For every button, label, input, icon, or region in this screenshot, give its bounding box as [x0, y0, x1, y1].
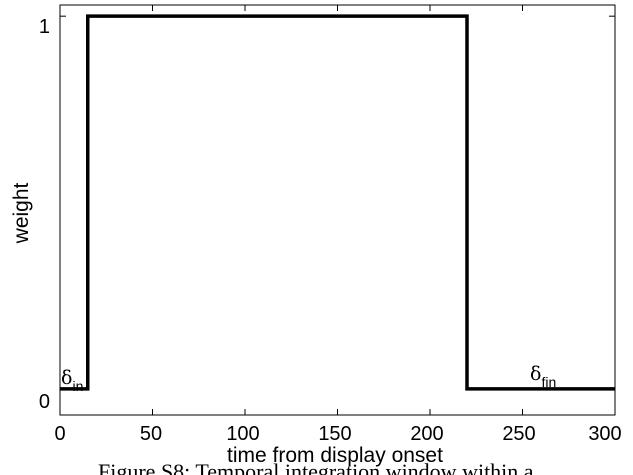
plot-area — [59, 4, 616, 416]
y-tick-label-1: 1 — [39, 16, 50, 38]
x-tick-label-100: 100 — [226, 423, 259, 445]
x-tick-label-300: 300 — [588, 423, 621, 445]
plot-frame — [59, 4, 616, 416]
x-tick-labels: 0 50 100 150 200 250 300 — [54, 423, 621, 445]
x-axis-label: time from display onset — [227, 444, 443, 467]
x-tick-label-200: 200 — [410, 423, 443, 445]
delta-in-subscript: in — [72, 378, 83, 394]
y-tick-label-0: 0 — [39, 391, 50, 413]
y-axis-label: weight — [10, 182, 33, 244]
figure-caption: Figure S8: Temporal integration window w… — [98, 459, 534, 475]
x-tick-label-0: 0 — [54, 423, 65, 445]
y-tick-labels: 0 1 — [39, 16, 50, 413]
series-line-0 — [60, 14, 615, 391]
delta-fin-annotation: δfin — [530, 363, 556, 390]
delta-fin-subscript: fin — [541, 374, 556, 390]
x-tick-label-150: 150 — [318, 423, 351, 445]
x-tick-label-250: 250 — [502, 423, 535, 445]
x-tick-label-50: 50 — [140, 423, 162, 445]
